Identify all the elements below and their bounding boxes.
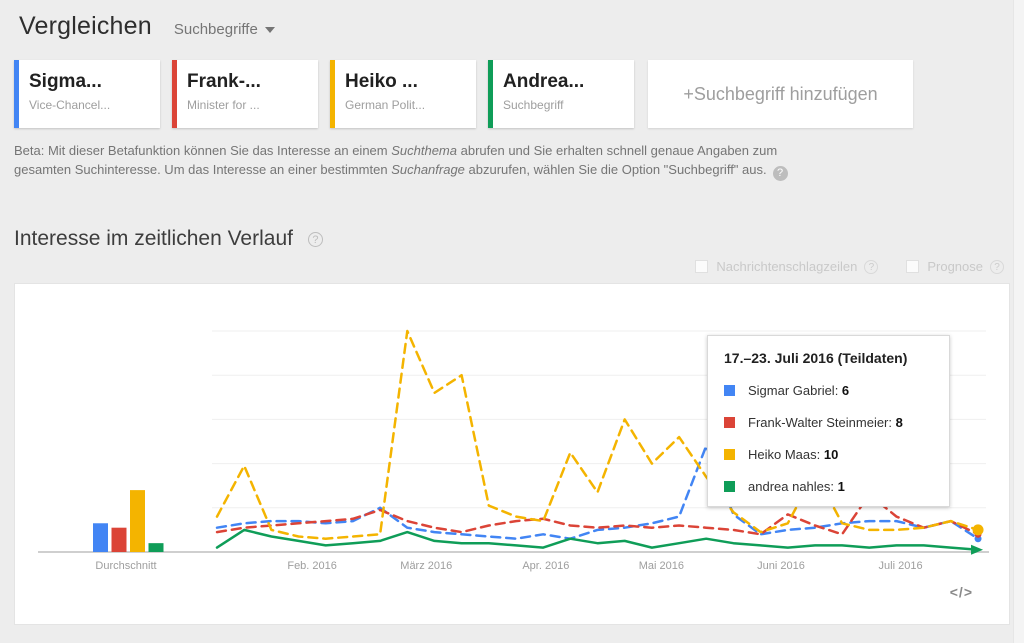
help-icon[interactable]: ? [307,231,323,247]
beta-note-text: abrufen und Sie erhalten schnell genaue … [14,143,778,177]
series-color-swatch [724,385,735,396]
tooltip-row: andrea nahles: 1 [724,479,933,494]
axis-label-month: Juli 2016 [879,560,923,572]
series-line-3[interactable] [215,329,980,540]
page-header: Vergleichen Suchbegriffe [19,12,275,41]
term-title: Sigma... [29,71,102,92]
scrollbar[interactable] [1013,0,1024,643]
option-label: Nachrichtenschlagzeilen [716,259,858,274]
beta-note: Beta: Mit dieser Betafunktion können Sie… [14,141,794,181]
chevron-down-icon [264,26,275,33]
option-news-headlines[interactable]: Nachrichtenschlagzeilen ? [695,259,879,274]
axis-label-month: Juni 2016 [757,560,805,572]
term-title: Frank-... [187,71,261,92]
term-subtitle: Minister for ... [187,98,260,112]
series-color-swatch [724,417,735,428]
term-subtitle: Vice-Chancel... [29,98,111,112]
trends-line-chart[interactable]: Durchschnitt Feb. 2016 März 2016 Apr. 2016 M… [15,284,1011,604]
beta-note-text: Suchthema [391,143,457,158]
term-title: Heiko ... [345,71,418,92]
average-bar-2[interactable] [111,527,127,552]
axis-label-month: Feb. 2016 [287,560,337,572]
term-card-heiko-maas[interactable]: Heiko ... German Polit... [330,60,476,128]
forecast-checkbox[interactable] [906,260,920,273]
option-forecast[interactable]: Prognose ? [906,259,1004,274]
chart-options-row: Nachrichtenschlagzeilen ? Prognose ? [667,259,1004,274]
beta-note-text: abzurufen, wählen Sie die Option "Suchbe… [464,162,767,177]
section-title: Interesse im zeitlichen Verlauf [14,227,293,250]
help-icon[interactable]: ? [864,259,879,274]
news-headlines-checkbox[interactable] [695,260,709,273]
endpoint-marker-green [971,544,984,555]
chart-tooltip: 17.–23. Juli 2016 (Teildaten) Sigmar Gab… [707,335,950,507]
beta-note-text: Suchanfrage [391,162,465,177]
term-title: Andrea... [503,71,585,92]
section-header: Interesse im zeitlichen Verlauf ? [14,227,323,251]
add-search-term-input[interactable]: +Suchbegriff hinzufügen [648,60,913,128]
series-line-4[interactable] [215,528,980,552]
term-card-andrea-nahles[interactable]: Andrea... Suchbegriff [488,60,634,128]
compare-type-dropdown[interactable]: Suchbegriffe [174,21,275,38]
term-subtitle: German Polit... [345,98,426,112]
tooltip-series-value: Heiko Maas: 10 [748,447,839,462]
average-bar-4[interactable] [148,543,164,552]
help-icon[interactable]: ? [990,259,1004,274]
term-card-frank-walter-steinmeier[interactable]: Frank-... Minister for ... [172,60,318,128]
term-card-sigmar-gabriel[interactable]: Sigma... Vice-Chancel... [14,60,160,128]
tooltip-row: Heiko Maas: 10 [724,447,933,462]
axis-label-month: Apr. 2016 [522,560,569,572]
tooltip-row: Sigmar Gabriel: 6 [724,383,933,398]
average-bar-1[interactable] [93,523,108,552]
compare-type-label: Suchbegriffe [173,21,258,38]
tooltip-row: Frank-Walter Steinmeier: 8 [724,415,933,430]
term-subtitle: Suchbegriff [503,98,564,112]
terms-row: Sigma... Vice-Chancel... Frank-... Minis… [14,60,913,128]
series-color-swatch [724,481,735,492]
help-icon[interactable]: ? [772,166,788,181]
axis-label-average: Durchschnitt [95,560,156,572]
series-line-1[interactable] [215,444,980,540]
tooltip-series-value: Sigmar Gabriel: 6 [748,383,850,398]
tooltip-series-value: Frank-Walter Steinmeier: 8 [748,415,903,430]
endpoint-marker-yellow [972,524,984,536]
axis-label-month: März 2016 [400,560,452,572]
beta-note-text: Beta: Mit dieser Betafunktion können Sie… [14,143,392,158]
tooltip-title: 17.–23. Juli 2016 (Teildaten) [724,350,908,366]
axis-label-month: Mai 2016 [639,560,684,572]
embed-code-icon[interactable]: </> [949,584,973,600]
option-label: Prognose [927,259,983,274]
tooltip-series-value: andrea nahles: 1 [748,479,845,494]
page-title: Vergleichen [19,12,152,40]
series-color-swatch [724,449,735,460]
series-line-2[interactable] [215,493,980,536]
average-bar-3[interactable] [130,490,145,552]
